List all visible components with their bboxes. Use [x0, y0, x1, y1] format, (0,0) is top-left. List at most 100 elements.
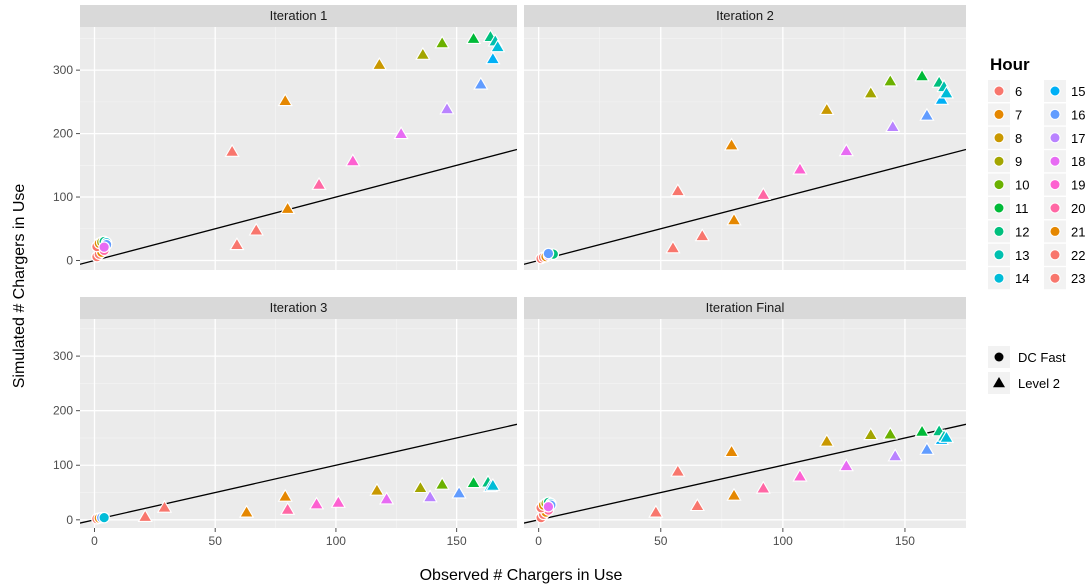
level-2-point	[694, 228, 710, 242]
level-2-point	[670, 463, 686, 477]
level-2-point	[156, 499, 173, 513]
dc-fast-point	[98, 241, 110, 253]
legend-hour-label: 9	[1015, 154, 1022, 169]
legend-hour-label: 6	[1015, 84, 1022, 99]
reference-line	[80, 423, 517, 524]
legend-color-swatch	[1049, 225, 1061, 237]
facet-strip	[524, 297, 966, 319]
legend-shape-circle	[994, 352, 1004, 362]
level-2-point	[723, 444, 740, 458]
panel-background	[524, 27, 966, 270]
legend: Hour 6 7 8 9 10 11 12 13 14 15 16 17 18 19 20 21 22 23 DC …	[988, 55, 1085, 394]
level-2-point	[885, 119, 901, 133]
level-2-point	[238, 504, 255, 518]
level-2-point	[938, 429, 955, 443]
legend-color-swatch	[993, 108, 1005, 120]
legend-color-swatch	[1049, 202, 1061, 214]
level-2-point	[379, 491, 395, 505]
level-2-point	[863, 85, 879, 99]
legend-hour-label: 16	[1071, 107, 1085, 122]
facet-panel: Iteration 1	[80, 5, 517, 270]
legend-hour-label: 8	[1015, 131, 1022, 146]
x-tick-label: 0	[535, 534, 542, 548]
level-2-point	[838, 143, 854, 157]
x-tick-label: 100	[773, 534, 793, 548]
level-2-point	[723, 137, 740, 151]
reference-line	[524, 148, 966, 265]
reference-line	[80, 148, 517, 265]
y-tick-label: 0	[66, 253, 73, 267]
panel-background	[80, 27, 517, 270]
level-2-point	[369, 482, 385, 496]
legend-color-swatch	[993, 202, 1005, 214]
facet-strip	[80, 297, 517, 319]
legend-color-swatch	[993, 272, 1005, 284]
level-2-point	[280, 501, 296, 515]
level-2-point	[485, 51, 501, 65]
level-2-point	[819, 433, 835, 447]
level-2-point	[887, 448, 903, 462]
level-2-point	[434, 35, 450, 49]
level-2-point	[345, 153, 361, 167]
y-axis-title: Simulated # Chargers in Use	[11, 184, 28, 389]
dc-fast-point	[98, 511, 110, 524]
legend-color-swatch	[1049, 249, 1061, 261]
legend-color-swatch	[993, 85, 1005, 97]
x-axis-ticks: 0 50 100 150 0 50 100 150	[91, 528, 915, 548]
level-2-point	[311, 176, 327, 190]
x-axis-title: Observed # Chargers in Use	[420, 567, 623, 584]
level-2-point	[670, 183, 686, 197]
level-2-point	[914, 68, 930, 82]
legend-color-swatch	[993, 225, 1005, 237]
legend-hour-label: 15	[1071, 84, 1085, 99]
level-2-point	[665, 240, 681, 254]
y-tick-label: 100	[53, 458, 73, 472]
level-2-point	[308, 496, 325, 510]
level-2-point	[938, 85, 955, 99]
level-2-point	[726, 212, 742, 226]
level-2-point	[280, 201, 296, 214]
legend-color-swatch	[1049, 179, 1061, 191]
level-2-point	[792, 468, 808, 482]
level-2-point	[919, 441, 935, 455]
legend-color-swatch	[1049, 155, 1061, 167]
level-2-point	[933, 91, 950, 105]
legend-color-swatch	[1049, 272, 1061, 284]
level-2-point	[914, 423, 930, 437]
legend-hour-label: 14	[1015, 271, 1029, 286]
facet-panel: Iteration Final	[524, 297, 966, 528]
level-2-point	[473, 76, 489, 90]
level-2-point	[882, 426, 898, 440]
level-2-point	[726, 487, 742, 501]
level-2-point	[412, 480, 429, 494]
dc-fast-point	[542, 500, 555, 513]
level-2-point	[689, 498, 705, 512]
facet-strip	[524, 5, 966, 27]
level-2-point	[648, 504, 664, 518]
legend-hour-label: 23	[1071, 271, 1085, 286]
level-2-point	[415, 46, 431, 60]
level-2-point	[277, 488, 293, 502]
legend-color-swatch	[993, 155, 1005, 167]
reference-line	[524, 423, 966, 524]
y-tick-label: 200	[53, 404, 73, 418]
level-2-point	[485, 477, 501, 491]
level-2-point	[819, 102, 835, 116]
panel-background	[80, 319, 517, 528]
level-2-point	[137, 508, 153, 522]
level-2-point	[465, 30, 482, 44]
level-2-point	[838, 458, 854, 472]
level-2-point	[277, 93, 293, 107]
level-2-point	[792, 161, 808, 175]
legend-hour-label: 7	[1015, 107, 1022, 122]
level-2-point	[330, 494, 346, 508]
legend-color-swatch	[993, 249, 1005, 261]
legend-hour-label: 12	[1015, 224, 1029, 239]
facet-panel: Iteration 2	[524, 5, 966, 270]
panel-marks	[80, 29, 517, 265]
level-2-point	[393, 126, 409, 140]
facet-title: Iteration 2	[716, 8, 774, 23]
legend-hour-label: 13	[1015, 248, 1029, 263]
legend-title: Hour	[990, 55, 1030, 74]
